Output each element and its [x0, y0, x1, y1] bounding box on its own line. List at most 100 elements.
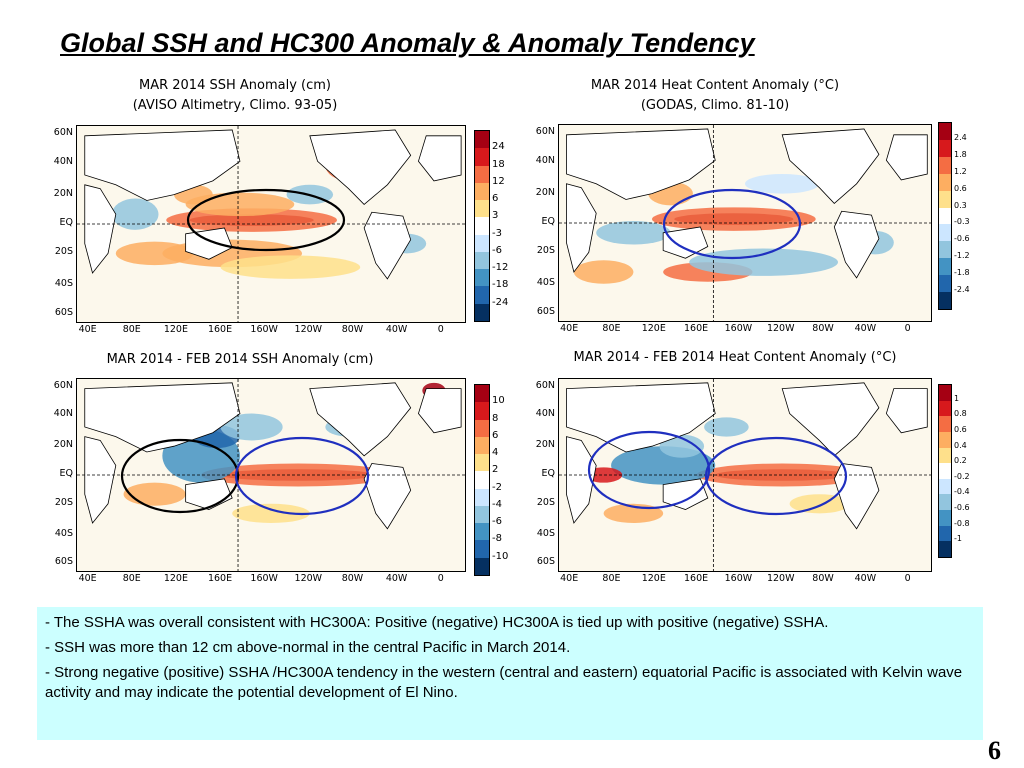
continent-outline: [885, 134, 928, 181]
lat-label: 20N: [53, 187, 73, 199]
lat-label: 60S: [536, 306, 555, 318]
lat-label: 60N: [53, 379, 73, 391]
lon-label: 80W: [341, 324, 364, 335]
slide-title: Global SSH and HC300 Anomaly & Anomaly T…: [60, 28, 755, 58]
lon-label: 80W: [812, 573, 834, 584]
colorbar-swatch: [475, 303, 489, 322]
colorbar-swatch: [939, 224, 951, 242]
colorbar-label: -3: [492, 227, 502, 239]
continent-outline: [363, 463, 412, 530]
colorbar-swatch: [939, 241, 951, 259]
colorbar-swatch: [939, 400, 951, 417]
colorbar-label: -0.8: [954, 518, 970, 528]
lat-label: 20N: [53, 439, 73, 451]
colorbar-swatch: [939, 431, 951, 449]
colorbar-label: -0.2: [954, 471, 970, 481]
colorbar-swatch: [475, 385, 489, 403]
continent-outline: [84, 382, 241, 453]
lon-label: 40E: [560, 573, 579, 584]
colorbar-label: -0.4: [954, 487, 970, 497]
lat-label: 20S: [54, 246, 73, 258]
lat-label: EQ: [59, 468, 73, 479]
continent-outline: [885, 388, 928, 434]
colorbar-swatch: [475, 286, 489, 305]
lon-label: 0: [437, 324, 444, 335]
colorbar-label: -0.6: [954, 234, 970, 244]
lon-label: 160E: [684, 573, 709, 584]
ssh-anomaly-panel: MAR 2014 SSH Anomaly (cm) (AVISO Altimet…: [40, 78, 510, 340]
lon-label: 120E: [163, 573, 188, 584]
colorbar-label: 1.2: [954, 166, 967, 176]
colorbar-label: -2: [492, 481, 502, 493]
highlight-ellipse: [120, 438, 240, 514]
lat-label: 40S: [54, 277, 73, 289]
continent-outline: [363, 211, 412, 280]
colorbar-swatch: [475, 217, 489, 236]
map-plot: [76, 378, 466, 572]
lat-label: 40S: [536, 276, 555, 288]
anomaly-patch: [652, 207, 816, 231]
colorbar-label: -24: [492, 296, 509, 308]
lon-label: 40W: [385, 573, 408, 584]
anomaly-patch: [789, 494, 850, 514]
continent-outline: [309, 129, 412, 205]
panel-title: MAR 2014 - FEB 2014 SSH Anomaly (cm): [106, 352, 374, 367]
colorbar-swatch: [939, 190, 951, 209]
panel-title: MAR 2014 - FEB 2014 Heat Content Anomaly…: [573, 350, 897, 365]
colorbar-label: 6: [492, 429, 499, 441]
colorbar: [938, 384, 952, 558]
colorbar-label: -2.4: [954, 285, 970, 295]
continent-outline: [662, 478, 709, 510]
lon-label: 40W: [854, 323, 877, 334]
continent-outline: [417, 388, 462, 434]
anomaly-patch: [689, 248, 838, 276]
colorbar-swatch: [475, 419, 489, 438]
lon-label: 160E: [207, 324, 233, 335]
lon-label: 160W: [250, 324, 278, 335]
lat-label: 60S: [54, 556, 73, 568]
colorbar-label: -1: [954, 534, 962, 544]
colorbar-swatch: [939, 385, 951, 402]
page-number: 6: [988, 736, 1001, 765]
anomaly-patch: [745, 174, 820, 194]
lon-label: 120E: [163, 324, 188, 335]
colorbar-swatch: [939, 207, 951, 225]
colorbar-label: 0.2: [954, 456, 967, 466]
colorbar-label: 3: [492, 210, 499, 222]
colorbar-swatch: [939, 525, 951, 542]
lon-label: 160E: [207, 573, 233, 584]
colorbar-label: 10: [492, 395, 505, 407]
colorbar-swatch: [475, 269, 489, 287]
anomaly-patch: [232, 503, 310, 523]
highlight-ellipse: [662, 188, 802, 260]
lat-label: 40S: [54, 527, 73, 539]
map-plot: [76, 125, 466, 323]
anomaly-patch: [659, 434, 705, 458]
colorbar-swatch: [939, 541, 951, 558]
lon-label: 40W: [854, 573, 877, 584]
colorbar-label: -0.6: [954, 503, 970, 513]
colorbar-swatch: [475, 200, 489, 218]
colorbar-swatch: [939, 139, 951, 158]
highlight-ellipse: [587, 430, 711, 510]
colorbar-label: -4: [492, 498, 502, 510]
anomaly-patch: [123, 482, 186, 506]
lon-label: 120W: [294, 324, 323, 335]
lat-label: 40S: [536, 527, 555, 539]
continent-outline: [84, 436, 117, 524]
lon-label: 160W: [250, 573, 278, 584]
lat-label: 60N: [53, 126, 73, 138]
colorbar-swatch: [939, 275, 951, 293]
colorbar-swatch: [475, 234, 489, 253]
colorbar-label: -1.8: [954, 268, 970, 278]
anomaly-patch: [166, 208, 337, 232]
colorbar-swatch: [475, 165, 489, 184]
colorbar-swatch: [939, 258, 951, 276]
colorbar: [474, 384, 490, 576]
colorbar-swatch: [475, 523, 489, 541]
colorbar-swatch: [475, 454, 489, 472]
lon-label: 40W: [385, 324, 408, 335]
continent-outline: [417, 135, 462, 182]
lat-label: 20S: [536, 245, 555, 257]
colorbar-label: -1.2: [954, 251, 970, 261]
